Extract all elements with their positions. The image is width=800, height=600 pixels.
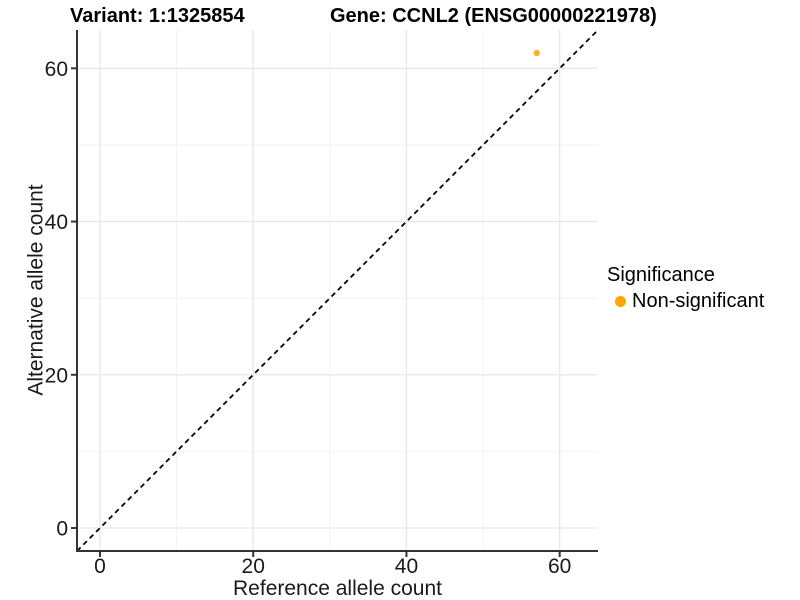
x-tick-label: 60 (548, 555, 571, 578)
y-tick-label: 40 (45, 211, 68, 234)
y-tick-label: 60 (45, 58, 68, 81)
legend-item-label: Non-significant (632, 290, 765, 312)
x-axis-title: Reference allele count (233, 577, 442, 600)
y-axis-title: Alternative allele count (24, 184, 48, 396)
identity-line (76, 29, 599, 552)
legend-swatch-dot-icon (615, 295, 626, 307)
data-point (533, 49, 540, 57)
x-tick-label: 0 (94, 555, 106, 578)
legend-item: Non-significant (607, 289, 764, 313)
y-tick-label: 0 (56, 518, 68, 541)
legend-title: Significance (607, 264, 715, 286)
variant-title: Variant: 1:1325854 (70, 5, 245, 27)
x-tick-label: 40 (395, 555, 418, 578)
y-tick-label: 20 (45, 364, 68, 387)
legend-items: Non-significant (607, 289, 764, 313)
legend: Significance Non-significant (607, 263, 764, 313)
gene-title: Gene: CCNL2 (ENSG00000221978) (330, 5, 657, 27)
x-tick-label: 20 (242, 555, 265, 578)
